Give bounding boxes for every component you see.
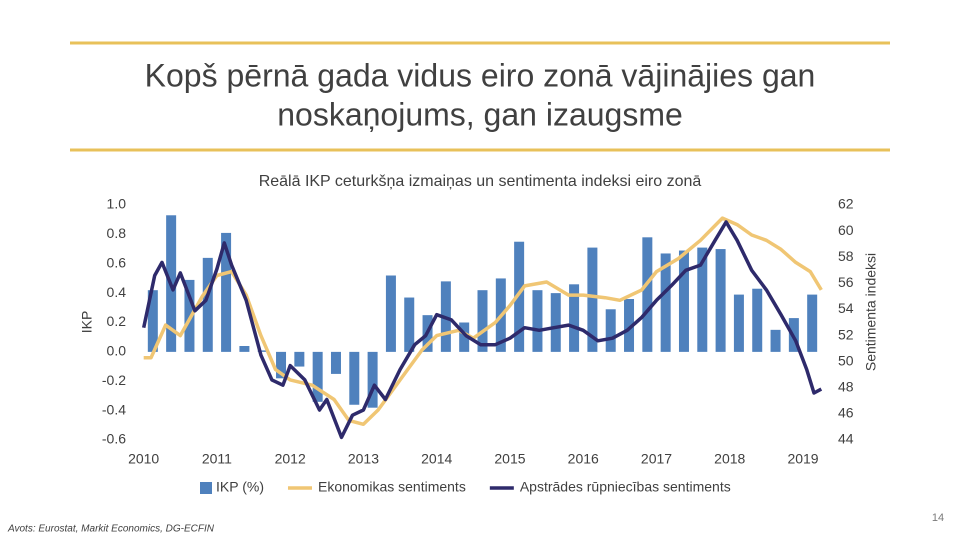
bar [477,290,488,352]
slide-title: noskaņojums, gan izaugsme [277,96,683,132]
y2-axis-label: Sentimenta indeksi [863,253,879,371]
bar [239,346,250,352]
bar [624,299,635,352]
y-tick-label: 0.2 [107,313,127,329]
bar [294,351,305,367]
y2-tick-label: 52 [838,326,854,342]
y2-tick-label: 44 [838,431,854,447]
x-tick-label: 2017 [641,451,672,467]
page-number: 14 [932,512,944,524]
bar [459,322,470,352]
bar [752,288,763,352]
bar [147,290,158,352]
bar [715,249,726,352]
legend-swatch [200,482,212,494]
chart-title: Reālā IKP ceturkšņa izmaiņas un sentimen… [259,173,702,190]
bar [770,329,781,352]
bar [514,241,525,352]
slide-title: Kopš pērnā gada vidus eiro zonā vājināji… [145,57,816,93]
line [141,220,823,440]
y-tick-label: 1.0 [107,196,127,212]
bar [532,290,543,352]
bar [807,294,818,352]
bar [257,350,268,352]
bar [697,247,708,352]
x-tick-label: 2013 [348,451,379,467]
x-tick-label: 2019 [787,451,818,467]
y2-tick-label: 60 [838,222,854,238]
y-tick-label: -0.6 [102,431,126,447]
bar [605,309,616,352]
bar [330,351,341,374]
y-tick-label: 0.8 [107,225,127,241]
bar [733,294,744,352]
y2-tick-label: 58 [838,248,854,264]
y2-tick-label: 56 [838,274,854,290]
bar [221,232,232,352]
bar [367,351,378,408]
y-axis-label: IKP [79,311,95,334]
x-tick-label: 2014 [421,451,452,467]
bar [660,253,671,352]
x-tick-label: 2015 [494,451,525,467]
bar [569,284,580,352]
bar [678,250,689,352]
x-tick-label: 2010 [128,451,159,467]
x-tick-label: 2012 [275,451,306,467]
legend-label: Apstrādes rūpniecības sentiments [520,479,731,495]
bar [276,351,287,379]
y-tick-label: -0.2 [102,372,126,388]
bar [587,247,598,352]
bar [642,237,653,352]
y2-tick-label: 54 [838,300,854,316]
legend-label: Ekonomikas sentiments [318,479,466,495]
bar [385,275,396,352]
legend-label: IKP (%) [216,479,264,495]
x-tick-label: 2011 [202,451,232,467]
bar [404,297,415,352]
y2-tick-label: 50 [838,352,854,368]
y-tick-label: 0.6 [107,254,127,270]
y-tick-label: -0.4 [102,401,126,417]
y2-tick-label: 46 [838,405,854,421]
bar [550,293,561,352]
y-tick-label: 0.0 [107,343,127,359]
y2-tick-label: 48 [838,378,854,394]
bar [312,351,323,402]
y-tick-label: 0.4 [107,284,127,300]
bar [202,257,213,352]
x-tick-label: 2018 [714,451,745,467]
bar [349,351,360,405]
y2-tick-label: 62 [838,196,854,212]
x-tick-label: 2016 [568,451,599,467]
source-note: Avots: Eurostat, Markit Economics, DG-EC… [7,524,215,535]
